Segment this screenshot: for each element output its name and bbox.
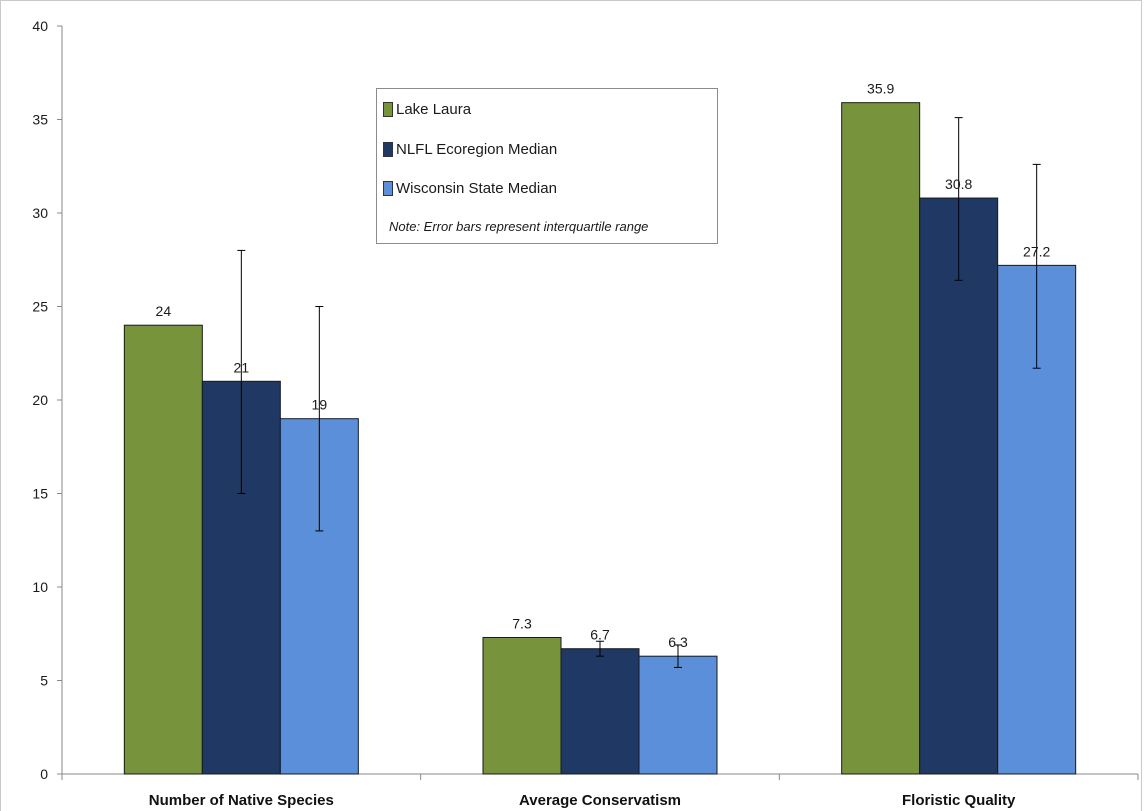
data-label: 6.3 — [668, 634, 688, 650]
y-tick-label: 35 — [32, 112, 48, 128]
legend-label: Wisconsin State Median — [396, 179, 557, 197]
bar — [123, 324, 203, 775]
error-bars — [237, 117, 1041, 668]
data-label: 6.7 — [590, 627, 610, 643]
data-label: 21 — [234, 359, 250, 375]
bar — [919, 197, 999, 775]
y-tick-label: 40 — [32, 18, 48, 34]
data-label: 27.2 — [1023, 243, 1050, 259]
legend: Lake Laura NLFL Ecoregion Median Wiscons… — [376, 88, 718, 244]
legend-item-series-2: NLFL Ecoregion Median — [383, 139, 557, 159]
data-label: 35.9 — [867, 81, 894, 97]
y-tick-label: 25 — [32, 299, 48, 315]
category-label: Floristic Quality — [902, 792, 1016, 809]
data-labels: 24 21 19 7.3 6.7 6.3 35.9 30.8 27.2 — [156, 81, 1051, 651]
bar — [841, 102, 921, 775]
legend-swatch — [383, 141, 393, 157]
y-tick-label: 5 — [40, 673, 48, 689]
legend-item-series-1: Lake Laura — [383, 99, 471, 119]
legend-note: Note: Error bars represent interquartile… — [389, 219, 649, 234]
y-tick-label: 15 — [32, 486, 48, 502]
legend-swatch — [383, 180, 393, 196]
bar — [560, 648, 640, 775]
y-tick-label: 10 — [32, 579, 48, 595]
y-tick-label: 30 — [32, 205, 48, 221]
chart-bars — [123, 102, 1077, 775]
data-label: 7.3 — [512, 615, 532, 631]
data-label: 24 — [156, 303, 172, 319]
y-tick-label: 0 — [40, 766, 48, 782]
legend-label: NLFL Ecoregion Median — [396, 140, 558, 158]
y-tick-label: 20 — [32, 392, 48, 408]
data-label: 30.8 — [945, 176, 972, 192]
legend-item-series-3: Wisconsin State Median — [383, 178, 557, 198]
bar — [638, 655, 718, 775]
data-label: 19 — [312, 397, 328, 413]
category-label: Number of Native Species — [149, 792, 334, 809]
legend-swatch — [383, 101, 393, 117]
bar — [482, 636, 562, 775]
category-label: Average Conservatism — [519, 792, 681, 809]
category-labels: Number of Native Species Average Conserva… — [149, 792, 1016, 809]
legend-label: Lake Laura — [396, 100, 472, 118]
